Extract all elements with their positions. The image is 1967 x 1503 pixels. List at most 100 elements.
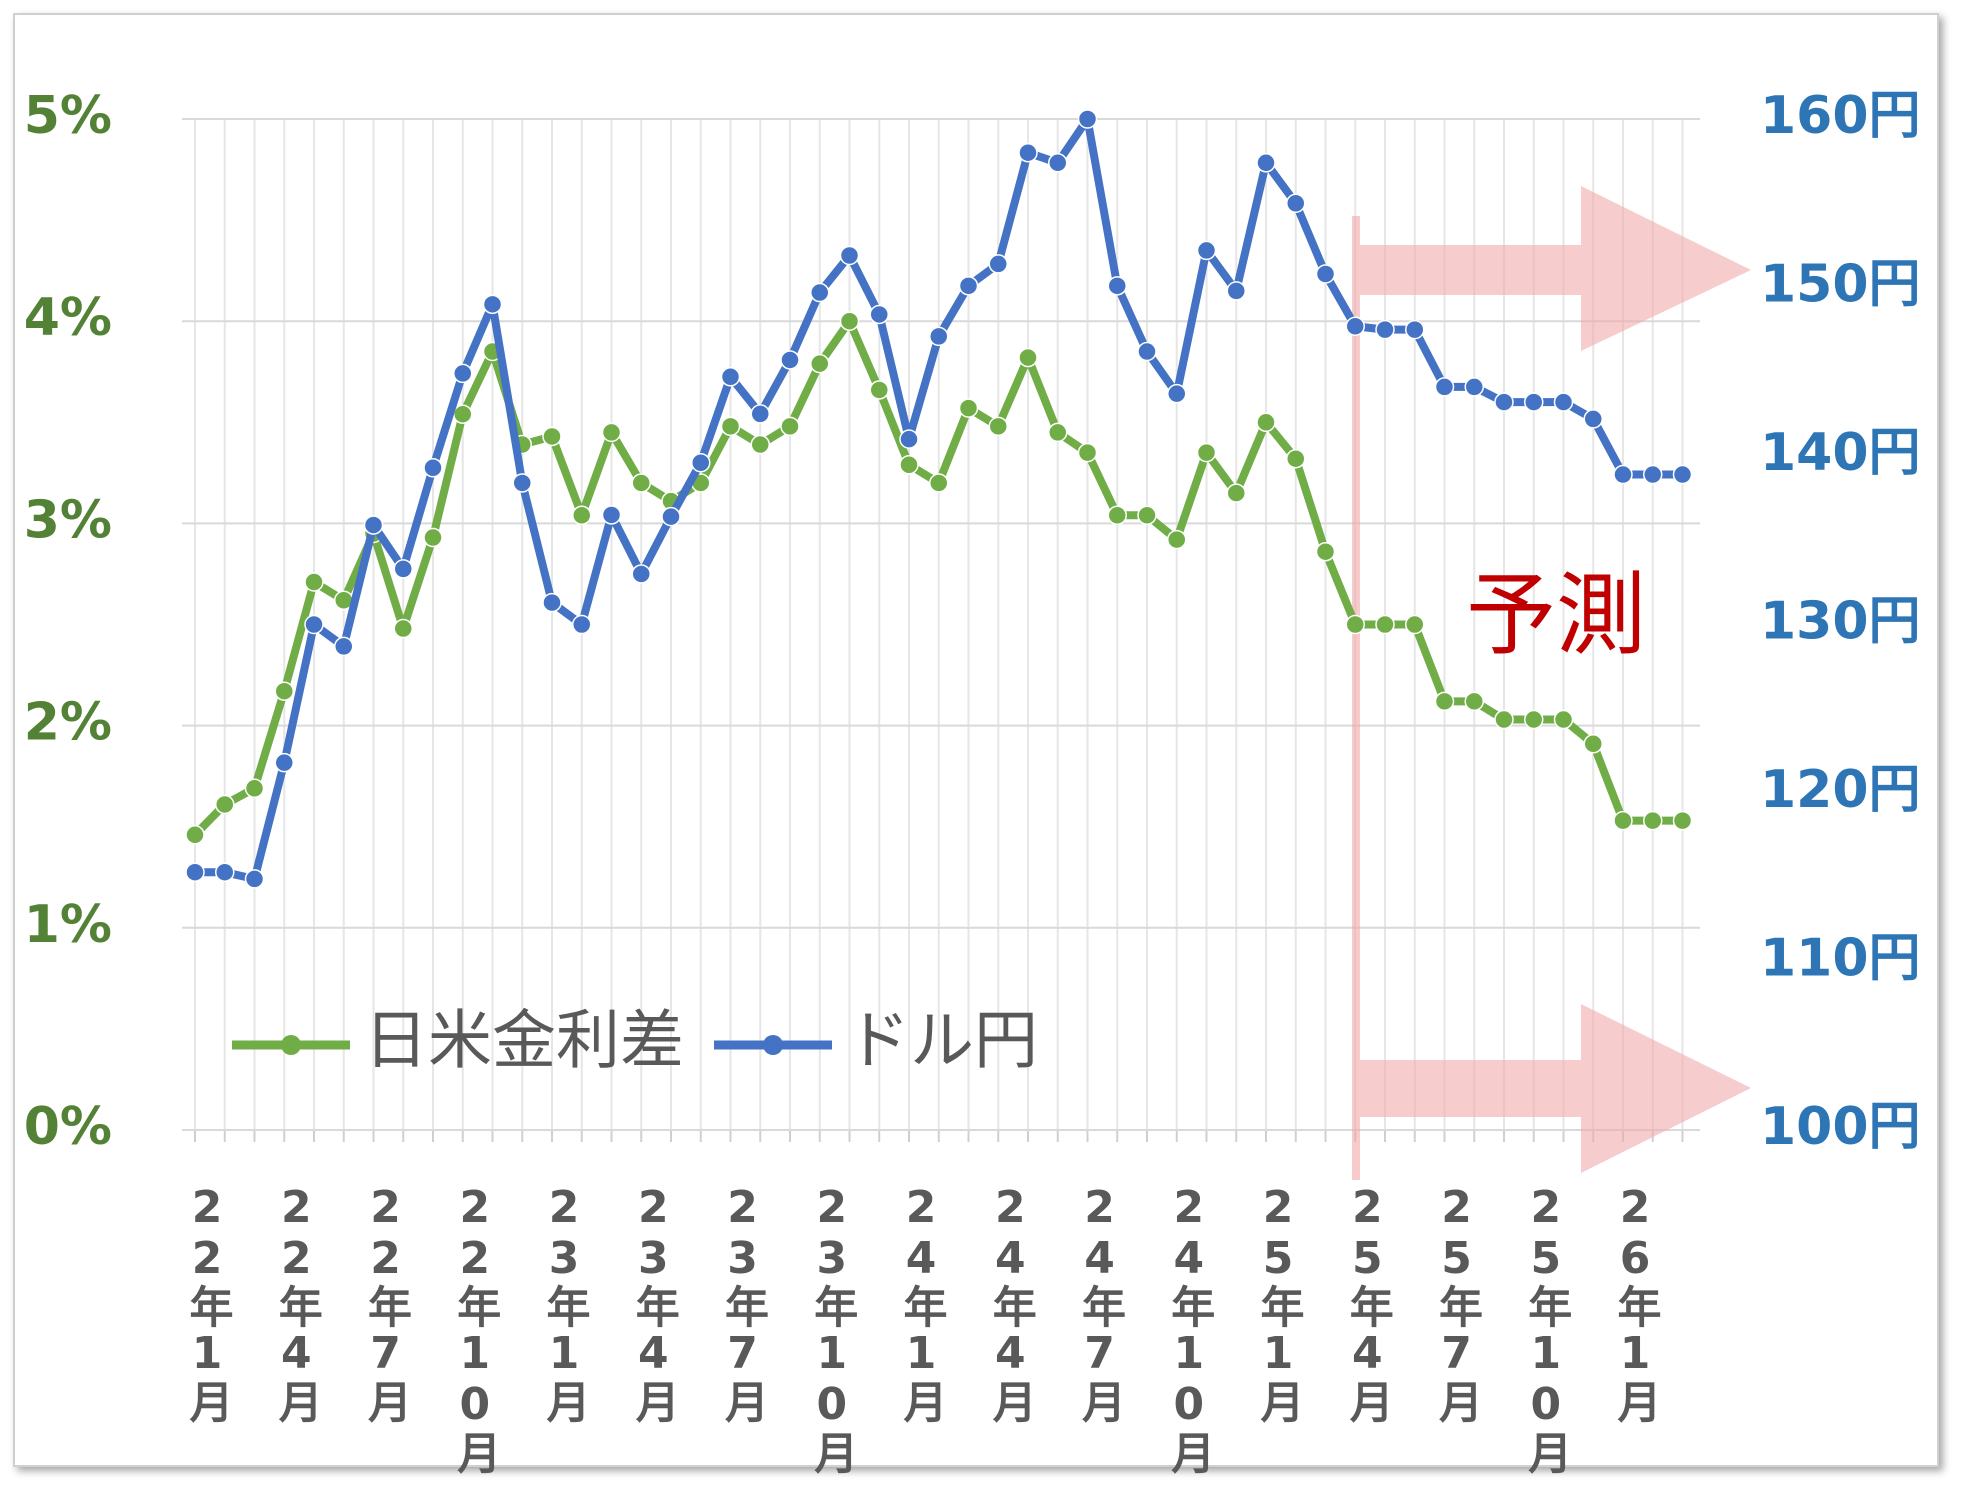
point [1613, 464, 1633, 485]
point [1018, 347, 1038, 368]
forecast-arrows [1352, 186, 1751, 1180]
point [1375, 614, 1395, 635]
point [1107, 276, 1127, 296]
point [899, 455, 919, 475]
point [601, 422, 622, 443]
y2-tick-label: 130円 [1760, 592, 1921, 652]
y-tick-label: 1% [24, 895, 112, 955]
point [1643, 810, 1663, 831]
point [1494, 709, 1514, 730]
point [1464, 691, 1484, 712]
point [1315, 264, 1336, 284]
x-tick-label: 23年4月 [628, 1182, 680, 1423]
point [1077, 442, 1098, 463]
point [1375, 319, 1395, 340]
point [274, 681, 294, 701]
x-tick-label: 23年1月 [539, 1182, 591, 1423]
y-tick-label: 5% [24, 86, 112, 146]
y2-tick-label: 160円 [1760, 86, 1921, 146]
point [1553, 709, 1574, 730]
point [1583, 734, 1603, 754]
point [1464, 377, 1484, 397]
legend-marker [281, 1035, 301, 1055]
x-tick-label: 23年7月 [717, 1182, 769, 1423]
y2-tick-label: 110円 [1760, 929, 1921, 989]
point [304, 572, 324, 592]
legend-marker [763, 1035, 783, 1055]
point [661, 506, 681, 527]
point [1018, 142, 1038, 163]
point [780, 350, 800, 370]
x-tick-label: 22年10月 [449, 1182, 501, 1474]
point [215, 794, 235, 815]
point [1524, 392, 1544, 412]
point [1137, 505, 1157, 526]
x-tick-label: 25年7月 [1431, 1182, 1483, 1423]
point [185, 825, 205, 845]
arrow [1360, 186, 1751, 351]
point [393, 559, 413, 579]
x-tick-label: 22年1月 [182, 1182, 234, 1423]
y2-tick-label: 120円 [1760, 760, 1921, 820]
y2-tick-label: 100円 [1760, 1097, 1921, 1157]
point [780, 416, 800, 437]
annotation: 予測 [1466, 563, 1646, 668]
point [423, 458, 443, 478]
y-tick-label: 3% [24, 490, 112, 550]
point [512, 473, 532, 493]
point [185, 862, 205, 882]
point [542, 426, 562, 447]
point [958, 276, 979, 296]
point [1524, 709, 1544, 730]
point [1434, 377, 1455, 397]
x-tick-label: 22年7月 [360, 1182, 412, 1423]
legend-label: 日米金利差 [364, 1005, 684, 1079]
point [631, 473, 651, 493]
x-tick-label: 26年1月 [1610, 1182, 1662, 1423]
point [1167, 529, 1187, 550]
point [1226, 483, 1246, 503]
point [899, 429, 919, 449]
point [1226, 281, 1246, 301]
x-tick-label: 24年1月 [896, 1182, 948, 1423]
point [393, 618, 413, 639]
y2-tick-label: 150円 [1760, 255, 1921, 315]
point [839, 311, 860, 331]
x-tick-label: 25年10月 [1520, 1182, 1572, 1474]
point [453, 363, 473, 384]
point [988, 416, 1008, 437]
x-tick-label: 25年1月 [1253, 1182, 1305, 1423]
point [988, 254, 1008, 274]
x-tick-label: 22年4月 [271, 1182, 323, 1423]
y2-tick-label: 140円 [1760, 423, 1921, 483]
point [244, 778, 265, 799]
point [244, 869, 265, 889]
point [542, 592, 562, 613]
point [1286, 448, 1306, 469]
plot [185, 109, 1693, 889]
point [482, 294, 503, 315]
point [869, 380, 889, 400]
y-tick-label: 0% [24, 1097, 112, 1157]
point [1048, 422, 1068, 443]
point [929, 473, 949, 493]
point [1672, 464, 1693, 485]
point [423, 527, 443, 548]
point [691, 452, 711, 473]
point [839, 245, 860, 266]
point [1196, 442, 1217, 463]
point [1077, 109, 1098, 129]
point [572, 614, 592, 635]
arrow [1360, 1004, 1751, 1173]
point [1256, 153, 1276, 173]
point [1494, 392, 1514, 412]
point [1167, 383, 1187, 404]
point [1345, 316, 1365, 337]
point [601, 505, 622, 525]
legend-label: ドル円 [846, 1005, 1038, 1079]
point [1553, 392, 1574, 412]
point [1315, 541, 1336, 562]
point [1048, 153, 1068, 173]
point [453, 404, 473, 424]
